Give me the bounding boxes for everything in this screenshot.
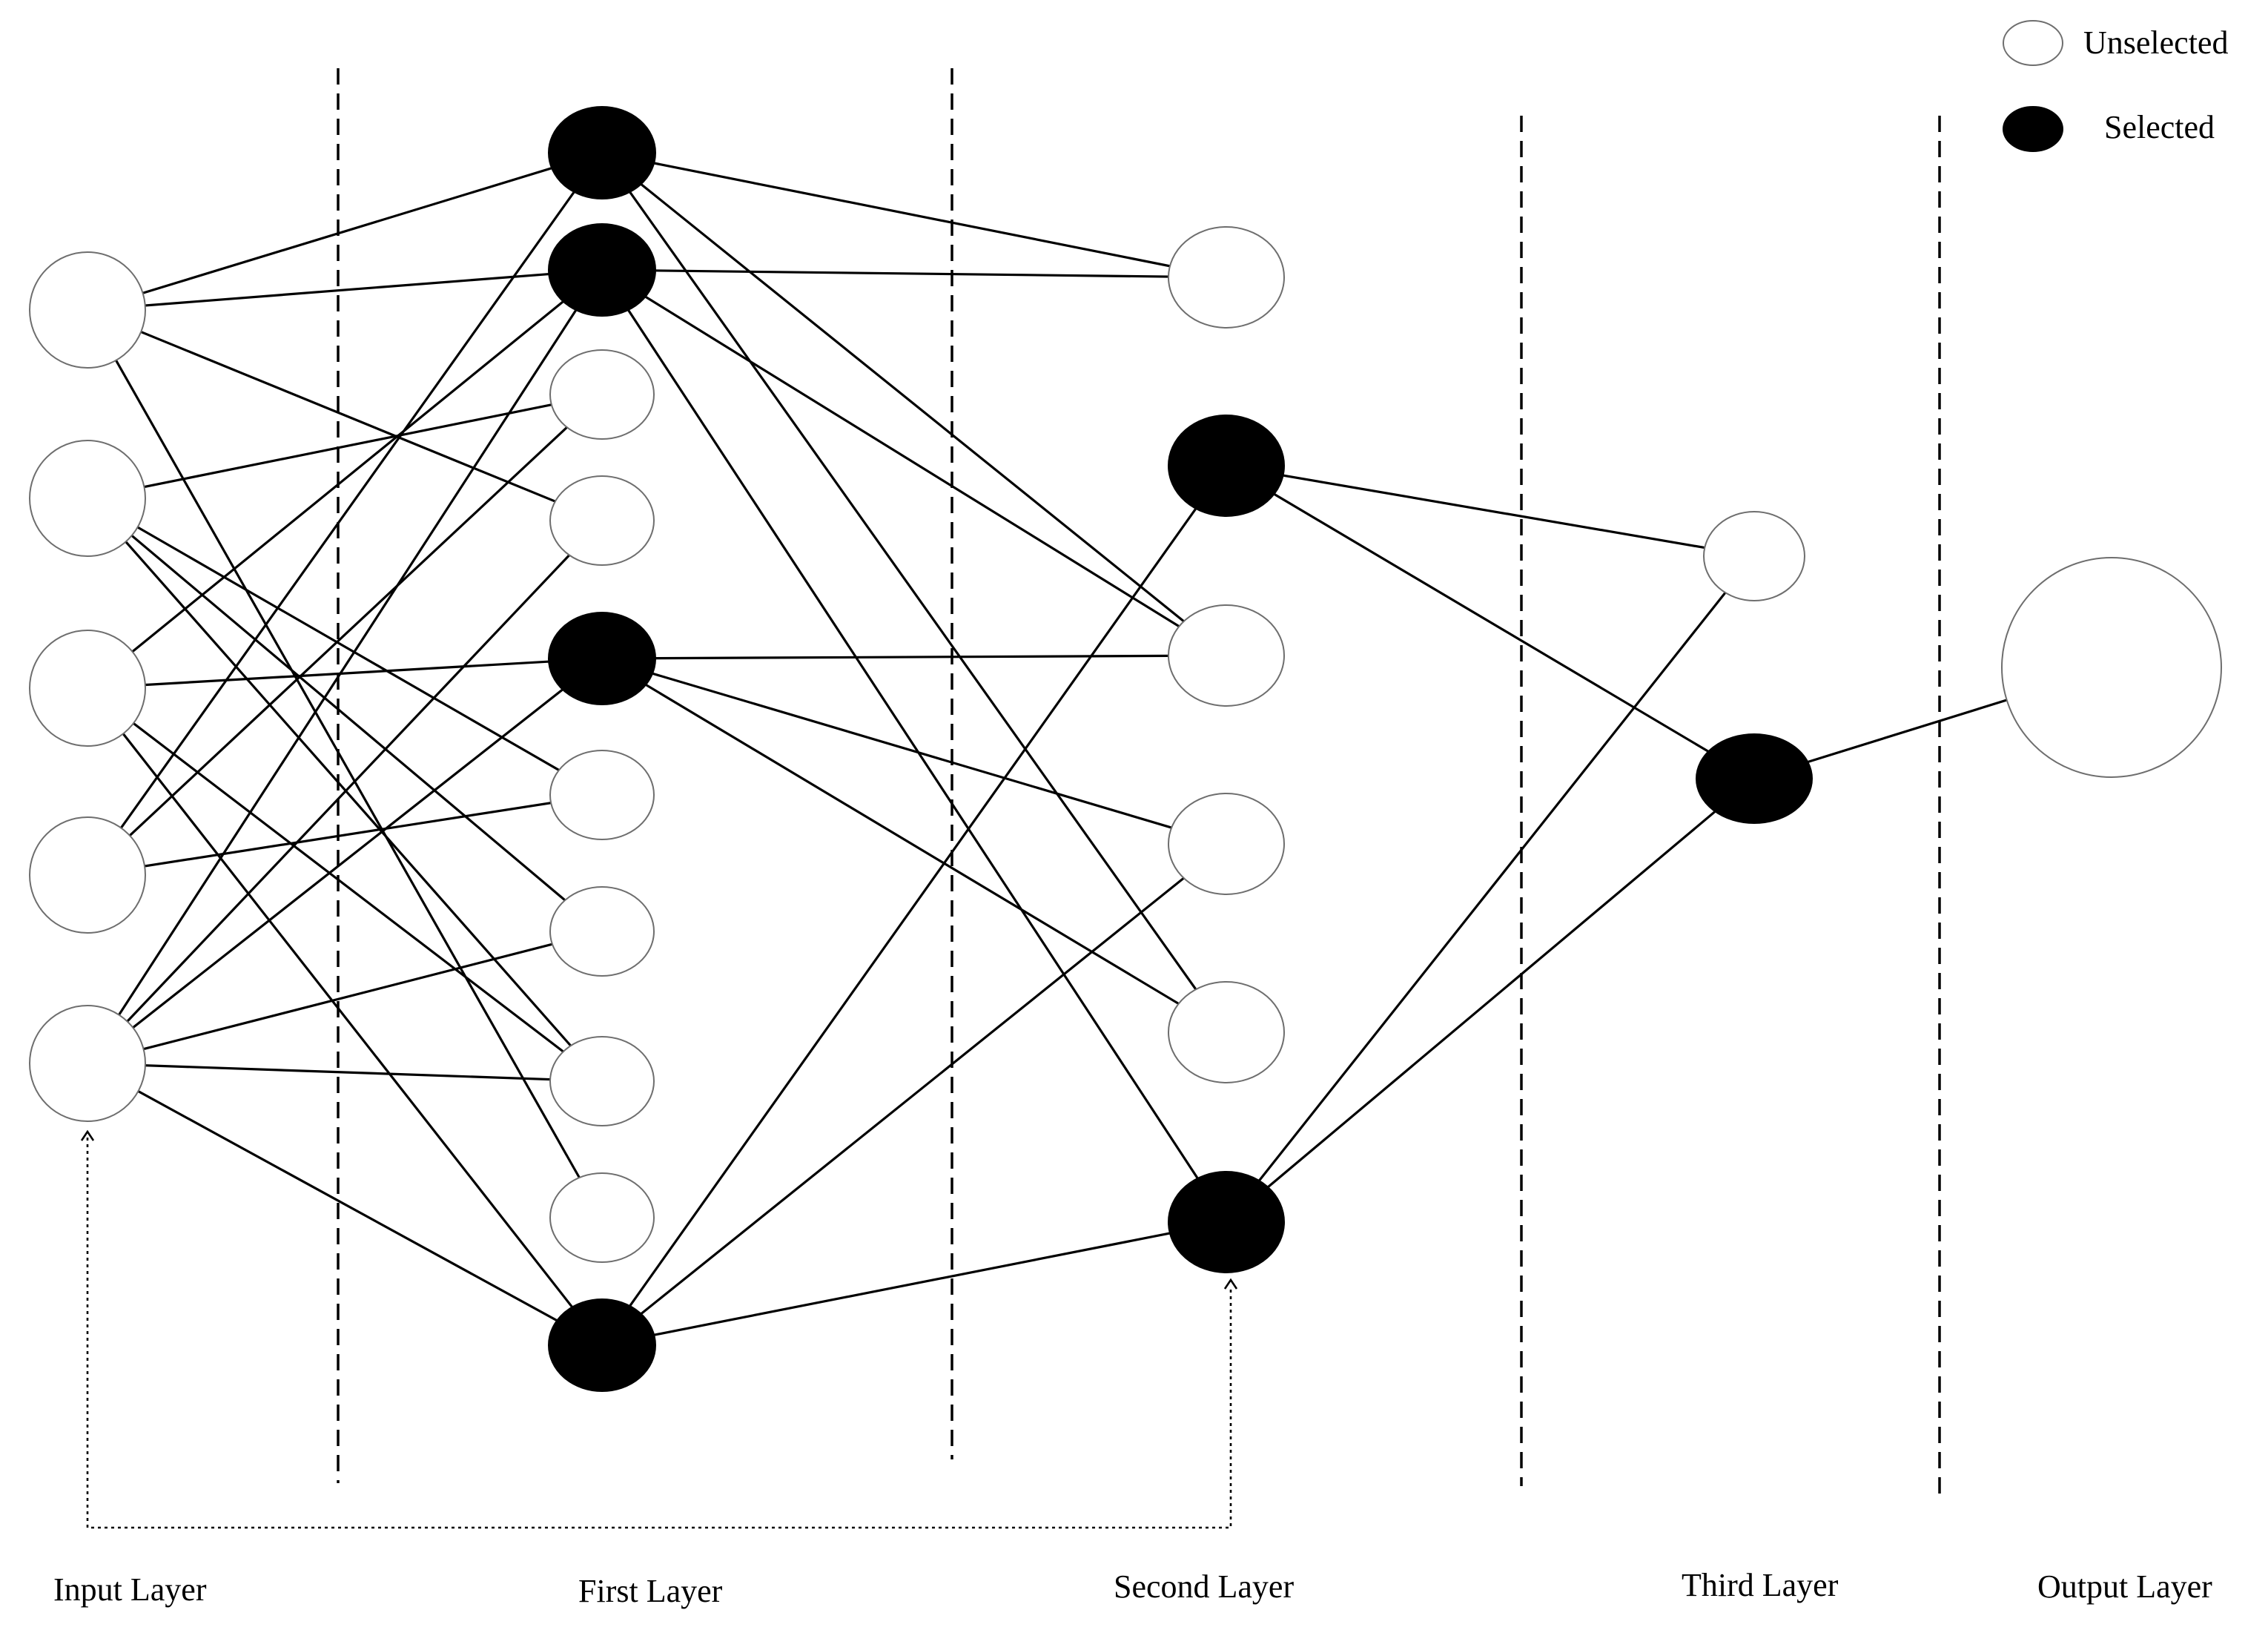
legend-selected-label: Selected [2104, 109, 2215, 145]
first-node-2-selected [548, 223, 656, 317]
input-node-1-unselected [29, 251, 146, 369]
edge-input-0-first-8 [86, 309, 604, 1218]
second-node-1-unselected [1168, 226, 1285, 329]
first-node-8-unselected [549, 1036, 655, 1126]
first-node-6-unselected [549, 750, 655, 840]
edge-first-4-second-4 [601, 657, 1227, 1034]
edge-input-4-first-3 [86, 519, 604, 1065]
edge-second-5-third-0 [1225, 555, 1756, 1223]
second-node-3-unselected [1168, 604, 1285, 707]
edge-input-3-first-2 [86, 393, 604, 877]
edge-input-4-first-9 [87, 1062, 603, 1347]
edge-input-4-first-4 [87, 657, 603, 1065]
second-node-2-selected [1168, 415, 1285, 517]
first-node-5-selected [548, 612, 656, 705]
edge-second-5-third-1 [1225, 777, 1756, 1224]
legend: Unselected Selected [2003, 20, 2228, 152]
edge-input-1-first-2 [87, 393, 603, 500]
edge-first-4-second-2 [601, 654, 1227, 660]
first-layer-label: First Layer [578, 1573, 723, 1609]
edge-first-0-second-4 [601, 152, 1228, 1033]
skip-connection [80, 1129, 1238, 1529]
first-node-9-unselected [549, 1172, 655, 1263]
third-node-2-selected [1696, 733, 1813, 824]
first-node-4-unselected [549, 475, 655, 566]
edge-input-3-first-0 [86, 152, 604, 876]
edge-first-0-second-2 [601, 151, 1228, 657]
edge-first-1-second-0 [601, 268, 1227, 279]
first-node-3-unselected [549, 349, 655, 440]
first-node-1-selected [548, 106, 656, 199]
second-layer-label: Second Layer [1114, 1568, 1294, 1605]
edge-input-2-first-4 [87, 657, 603, 690]
third-layer-label: Third Layer [1682, 1567, 1839, 1603]
first-node-7-unselected [549, 886, 655, 977]
input-node-2-unselected [29, 440, 146, 557]
second-node-6-selected [1168, 1171, 1285, 1273]
edge-input-0-first-3 [87, 308, 603, 522]
edge-first-0-second-0 [601, 151, 1227, 279]
input-node-3-unselected [29, 630, 146, 747]
input-node-4-unselected [29, 816, 146, 934]
edge-input-2-first-7 [87, 687, 603, 1083]
edge-first-9-second-1 [601, 465, 1228, 1346]
neurons [29, 106, 2222, 1392]
first-node-10-selected [548, 1298, 656, 1392]
second-node-4-unselected [1168, 793, 1285, 895]
edge-first-9-second-3 [601, 842, 1228, 1347]
edge-input-3-first-5 [87, 793, 603, 877]
input-layer-label: Input Layer [53, 1571, 207, 1608]
edge-input-4-first-1 [86, 269, 604, 1064]
output-layer-label: Output Layer [2037, 1568, 2212, 1605]
edge-input-2-first-9 [86, 687, 604, 1346]
edge-input-1-first-5 [87, 497, 603, 796]
skip-arrowhead-second [1223, 1278, 1238, 1290]
edge-first-4-second-3 [601, 657, 1227, 845]
output-node-1-unselected [2001, 557, 2222, 778]
edge-second-1-third-0 [1226, 464, 1755, 558]
layer-dividers [337, 68, 1941, 1498]
edge-input-1-first-7 [86, 497, 604, 1083]
legend-selected-marker [2003, 106, 2063, 152]
input-node-5-unselected [29, 1005, 146, 1122]
edge-input-1-first-6 [86, 497, 604, 933]
edge-input-0-first-1 [87, 268, 603, 311]
connections [86, 151, 2112, 1347]
skip-arrowhead-input [80, 1129, 95, 1141]
edge-second-1-third-1 [1226, 464, 1755, 780]
edge-first-1-second-2 [601, 268, 1227, 657]
edge-input-4-first-7 [87, 1062, 603, 1083]
skip-connection-line [86, 1138, 1232, 1529]
layer-labels: Input Layer First Layer Second Layer Thi… [53, 1567, 2212, 1609]
third-node-1-unselected [1703, 511, 1805, 601]
legend-unselected-label: Unselected [2083, 24, 2228, 61]
edge-input-0-first-0 [87, 151, 603, 311]
edge-first-1-second-5 [601, 269, 1228, 1223]
edge-first-9-second-5 [601, 1221, 1227, 1347]
edge-input-4-first-6 [87, 930, 603, 1065]
second-node-5-unselected [1168, 981, 1285, 1083]
legend-unselected-marker [2003, 20, 2063, 66]
edge-input-2-first-1 [86, 268, 604, 690]
